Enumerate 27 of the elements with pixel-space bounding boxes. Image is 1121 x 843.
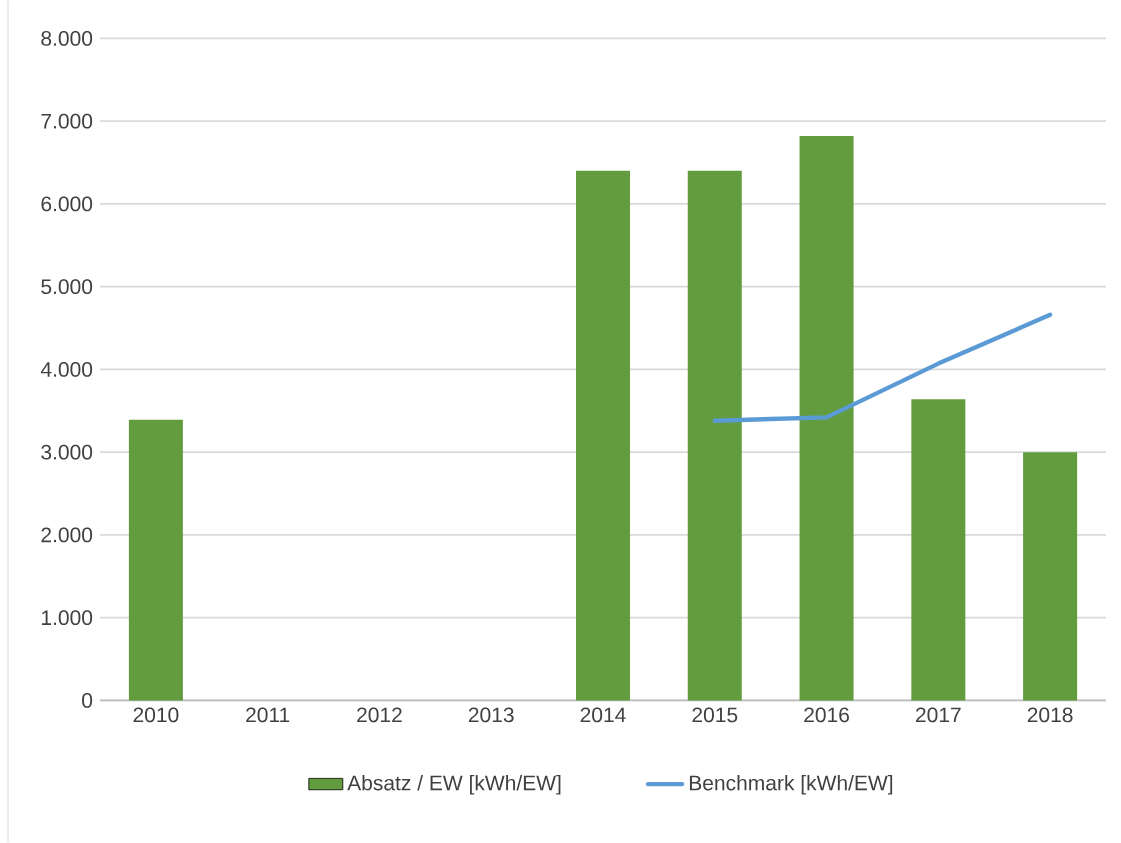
y-tick-label: 2.000 [41,527,93,543]
x-tick-label: 2010 [133,707,179,723]
bar [1023,452,1078,701]
bar [687,170,742,701]
line-series [712,312,1053,423]
bar [576,170,630,701]
bar [911,399,966,701]
x-tick-label: 2014 [580,707,626,723]
y-tick-label: 0 [82,693,93,708]
y-tick-label: 1.000 [42,610,93,626]
x-tick-label: 2012 [357,707,402,723]
legend-label: Benchmark [kWh/EW] [689,775,893,795]
y-tick-label: 6.000 [41,196,93,212]
y-tick-label: 7.000 [41,113,93,129]
bar [128,419,183,701]
y-tick-label: 4.000 [40,362,93,377]
legend-label: Absatz / EW [kWh/EW] [347,775,561,795]
x-tick-label: 2017 [916,707,961,723]
y-tick-label: 3.000 [41,444,93,460]
x-tick-label: 2016 [804,707,849,723]
y-tick-label: 8.000 [41,31,93,46]
bar [799,136,854,701]
x-tick-label: 2013 [468,707,514,723]
x-tick-label: 2011 [246,707,290,723]
y-tick-label: 5.000 [41,279,93,295]
x-tick-label: 2018 [1027,707,1073,723]
x-tick-label: 2015 [692,707,738,723]
